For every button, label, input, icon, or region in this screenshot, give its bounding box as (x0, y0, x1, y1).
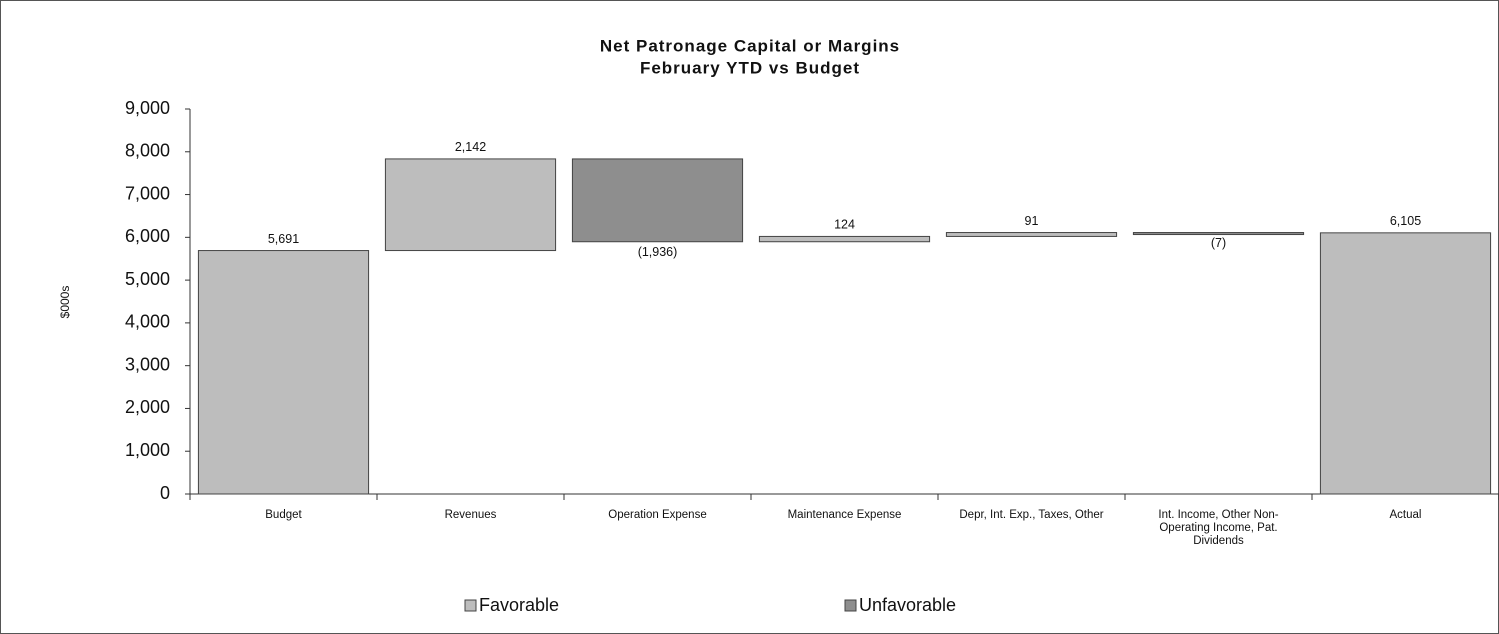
legend-label: Unfavorable (859, 595, 956, 615)
y-tick-label: 1,000 (125, 440, 170, 460)
data-label: 124 (834, 218, 855, 232)
data-label: 6,105 (1390, 214, 1421, 228)
legend-label: Favorable (479, 595, 559, 615)
data-label: (1,936) (638, 245, 678, 259)
chart-subtitle: February YTD vs Budget (640, 58, 860, 77)
y-tick-label: 4,000 (125, 312, 170, 332)
bar (758, 235, 931, 243)
data-label: 2,142 (455, 140, 486, 154)
x-tick-label: Operation Expense (608, 509, 707, 521)
data-label: 5,691 (268, 232, 299, 246)
bar (384, 158, 557, 252)
y-tick-label: 3,000 (125, 354, 170, 374)
y-tick-label: 0 (160, 483, 170, 503)
bar (1132, 232, 1305, 236)
bar (945, 232, 1118, 237)
bar (571, 158, 744, 243)
y-tick-label: 9,000 (125, 98, 170, 118)
data-label: (7) (1211, 236, 1226, 250)
data-label: 91 (1025, 214, 1039, 228)
legend-swatch (464, 599, 477, 612)
bar (197, 250, 370, 495)
x-tick-label: Revenues (444, 509, 497, 521)
legend-swatch (844, 599, 857, 612)
x-tick-label: Actual (1389, 509, 1422, 521)
y-tick-label: 2,000 (125, 397, 170, 417)
x-tick-label: Budget (265, 509, 302, 521)
x-tick-label: Depr, Int. Exp., Taxes, Other (959, 509, 1104, 521)
y-tick-label: 6,000 (125, 226, 170, 246)
x-tick-label: Maintenance Expense (787, 509, 902, 521)
y-axis-label: $000s (58, 286, 72, 319)
x-tick-label: Int. Income, Other Non-Operating Income,… (1158, 509, 1279, 547)
bar (1319, 232, 1492, 495)
y-tick-label: 5,000 (125, 269, 170, 289)
y-tick-label: 7,000 (125, 183, 170, 203)
y-tick-label: 8,000 (125, 141, 170, 161)
chart-title: Net Patronage Capital or Margins (600, 36, 900, 55)
